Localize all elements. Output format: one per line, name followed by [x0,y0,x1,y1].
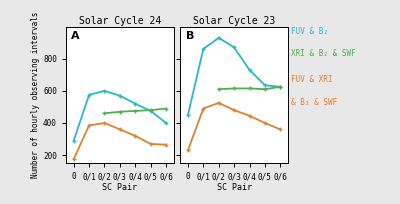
Text: FUV & B₂: FUV & B₂ [291,27,328,35]
Text: XRI & B₂ & SWF: XRI & B₂ & SWF [291,49,356,58]
X-axis label: SC Pair: SC Pair [102,183,137,192]
Text: B: B [186,31,194,41]
X-axis label: SC Pair: SC Pair [217,183,252,192]
Y-axis label: Number of hourly observing intervals: Number of hourly observing intervals [31,12,40,178]
Title: Solar Cycle 24: Solar Cycle 24 [79,16,161,26]
Text: A: A [71,31,80,41]
Text: & B₂ & SWF: & B₂ & SWF [291,98,338,107]
Text: FUV & XRI: FUV & XRI [291,75,333,84]
Title: Solar Cycle 23: Solar Cycle 23 [193,16,275,26]
